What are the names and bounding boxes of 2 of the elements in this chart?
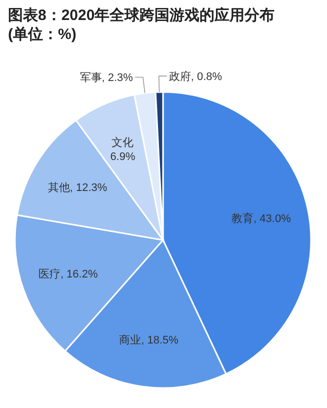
title: (单位：%) — [8, 26, 76, 43]
title: 图表8：2020年全球跨国游戏的应用分布 — [8, 7, 275, 24]
